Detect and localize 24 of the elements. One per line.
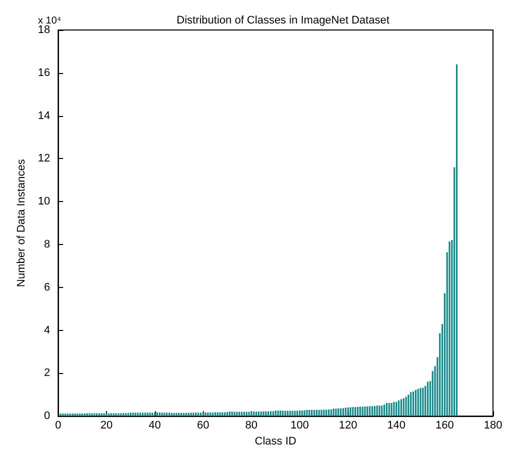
y-tick-label: 10 <box>38 196 50 208</box>
x-tick-label: 0 <box>55 420 62 432</box>
y-tick-label: 18 <box>38 24 50 36</box>
chart-title: Distribution of Classes in ImageNet Dataset <box>176 14 390 26</box>
x-tick-label: 120 <box>338 420 358 432</box>
x-tick-label: 80 <box>245 420 258 432</box>
y-tick-label: 16 <box>38 66 50 79</box>
y-tick-label: 2 <box>44 367 50 380</box>
y-tick-label: 6 <box>44 281 50 294</box>
x-tick-label: 40 <box>148 420 161 432</box>
x-axis-title: Class ID <box>254 436 296 448</box>
y-tick-label: 14 <box>38 110 50 122</box>
x-tick-label: 180 <box>484 420 502 432</box>
y-tick-label: 0 <box>44 410 50 422</box>
x-tick-label: 160 <box>436 420 454 432</box>
y-tick-label: 8 <box>44 238 50 250</box>
y-tick-label: 12 <box>38 152 50 165</box>
text: x 10⁴ <box>38 16 62 26</box>
y-tick-label: 4 <box>44 324 50 336</box>
x-tick-label: 100 <box>290 420 309 432</box>
y-axis-title: Number of Data Instances <box>16 158 28 287</box>
x-tick-label: 140 <box>387 420 406 432</box>
x-tick-label: 60 <box>196 420 210 432</box>
x-tick-label: 20 <box>100 420 113 432</box>
